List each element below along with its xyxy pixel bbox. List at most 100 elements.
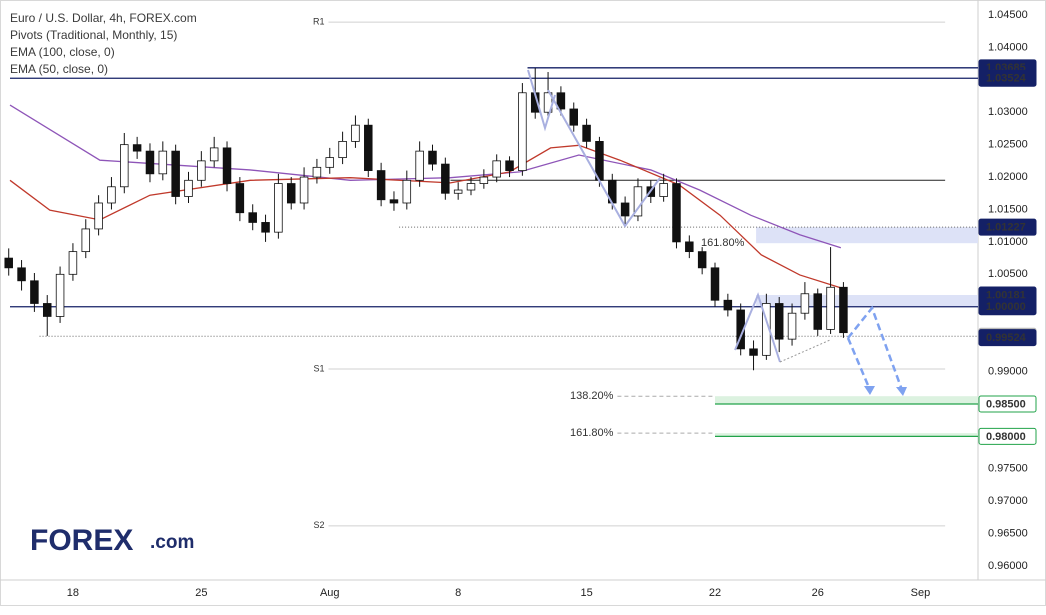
price-label-box: [978, 218, 1037, 236]
candle-body: [94, 202, 103, 230]
x-tick-label: 22: [709, 587, 721, 599]
legend-entry: EMA (100, close, 0): [10, 45, 115, 59]
projection-arrow: [846, 337, 872, 391]
y-tick-label: 1.01500: [988, 203, 1028, 215]
candle-body: [30, 280, 39, 304]
y-tick-label: 0.97500: [988, 463, 1028, 475]
candle-body: [787, 312, 797, 340]
y-tick-label: 0.96000: [988, 560, 1028, 572]
arrow-head: [864, 386, 875, 395]
candle-body: [569, 108, 578, 126]
candle-body: [4, 257, 13, 269]
pattern-line: [779, 339, 831, 363]
y-tick-label: 1.04000: [988, 41, 1028, 53]
candle-body: [659, 183, 668, 197]
y-tick-label: 1.02500: [988, 139, 1028, 151]
candle-body: [145, 150, 155, 175]
legend-entry: EMA (50, close, 0): [10, 62, 108, 76]
y-tick-label: 0.96500: [988, 528, 1028, 540]
candle-body: [556, 92, 566, 110]
candle-body: [813, 293, 822, 330]
zone: [756, 227, 978, 244]
candle-body: [826, 286, 835, 330]
y-tick-label: 0.97000: [988, 495, 1028, 507]
y-tick-label: 1.01000: [988, 236, 1028, 248]
fib-label: 138.20%: [570, 390, 614, 402]
x-tick-label: Aug: [320, 587, 340, 599]
background-layer: R1 S1 S2 161.80% 138.20% 161.80%: [10, 16, 978, 530]
logo: FOREX: [30, 524, 133, 557]
zone: [715, 433, 978, 437]
candle-body: [197, 160, 206, 181]
price-label-box: [978, 395, 1037, 413]
candle-body: [518, 92, 527, 171]
legend-title: Euro / U.S. Dollar, 4h, FOREX.com: [10, 11, 197, 25]
candle-body: [749, 348, 758, 356]
candle-body: [441, 163, 450, 194]
candle-body: [697, 251, 707, 269]
price-label-box: [978, 69, 1037, 87]
fib-label: 161.80%: [570, 427, 614, 439]
price-label: 0.99524: [986, 332, 1027, 344]
ema-line: [9, 144, 842, 289]
candle-body: [685, 241, 694, 253]
candle-body: [453, 189, 463, 194]
drawings: [527, 69, 907, 396]
candle-body: [466, 183, 476, 191]
x-tick-label: 26: [812, 587, 824, 599]
candle-body: [402, 179, 412, 204]
price-label: 0.98500: [986, 398, 1026, 410]
candle-body: [68, 251, 78, 275]
logo-suffix: .com: [150, 532, 194, 553]
candle-body: [338, 141, 347, 159]
candle-body: [17, 267, 26, 282]
pattern-line: [547, 89, 661, 228]
legend-entry: Pivots (Traditional, Monthly, 15): [10, 28, 177, 42]
candle-body: [209, 147, 219, 162]
candle-body: [132, 144, 142, 152]
pivot-label: R1: [313, 16, 325, 26]
fib-label: 161.80%: [701, 237, 745, 249]
candle-body: [120, 144, 129, 188]
candle-body: [672, 183, 681, 243]
pivot-label: S2: [313, 520, 324, 530]
y-tick-label: 1.00500: [988, 268, 1028, 280]
zone: [756, 294, 978, 307]
candle-body: [839, 286, 848, 334]
candle-body: [620, 202, 630, 217]
candle-body: [312, 166, 322, 178]
price-label-box: [978, 329, 1037, 347]
price-layer: [4, 68, 848, 371]
candle-body: [184, 179, 193, 197]
zone: [715, 396, 978, 404]
candle-body: [222, 147, 232, 184]
candle-body: [158, 150, 168, 175]
x-tick-label: 8: [455, 587, 461, 599]
x-tick-label: 15: [580, 587, 592, 599]
candle-body: [55, 273, 65, 317]
candle-body: [415, 150, 424, 181]
pattern-line: [734, 292, 781, 363]
price-label-box: [978, 298, 1037, 316]
candle-body: [81, 228, 91, 253]
x-tick-label: 18: [67, 587, 79, 599]
candle-body: [107, 186, 116, 204]
y-tick-label: 1.04500: [988, 9, 1028, 21]
projection-arrow: [847, 305, 904, 391]
candle-body: [800, 293, 810, 314]
x-tick-label: 25: [195, 587, 207, 599]
candle-body: [710, 267, 720, 301]
ema-line: [9, 104, 842, 249]
price-label: 0.98000: [986, 431, 1026, 443]
candle-body: [582, 124, 591, 142]
candle-body: [286, 183, 296, 204]
candle-body: [774, 303, 784, 340]
candle-body: [389, 199, 399, 204]
price-label: 1.00000: [986, 301, 1026, 313]
y-tick-label: 1.03000: [988, 106, 1028, 118]
candle-body: [42, 303, 52, 317]
candle-body: [248, 212, 257, 223]
candle-body: [723, 299, 733, 311]
candle-body: [492, 160, 501, 178]
